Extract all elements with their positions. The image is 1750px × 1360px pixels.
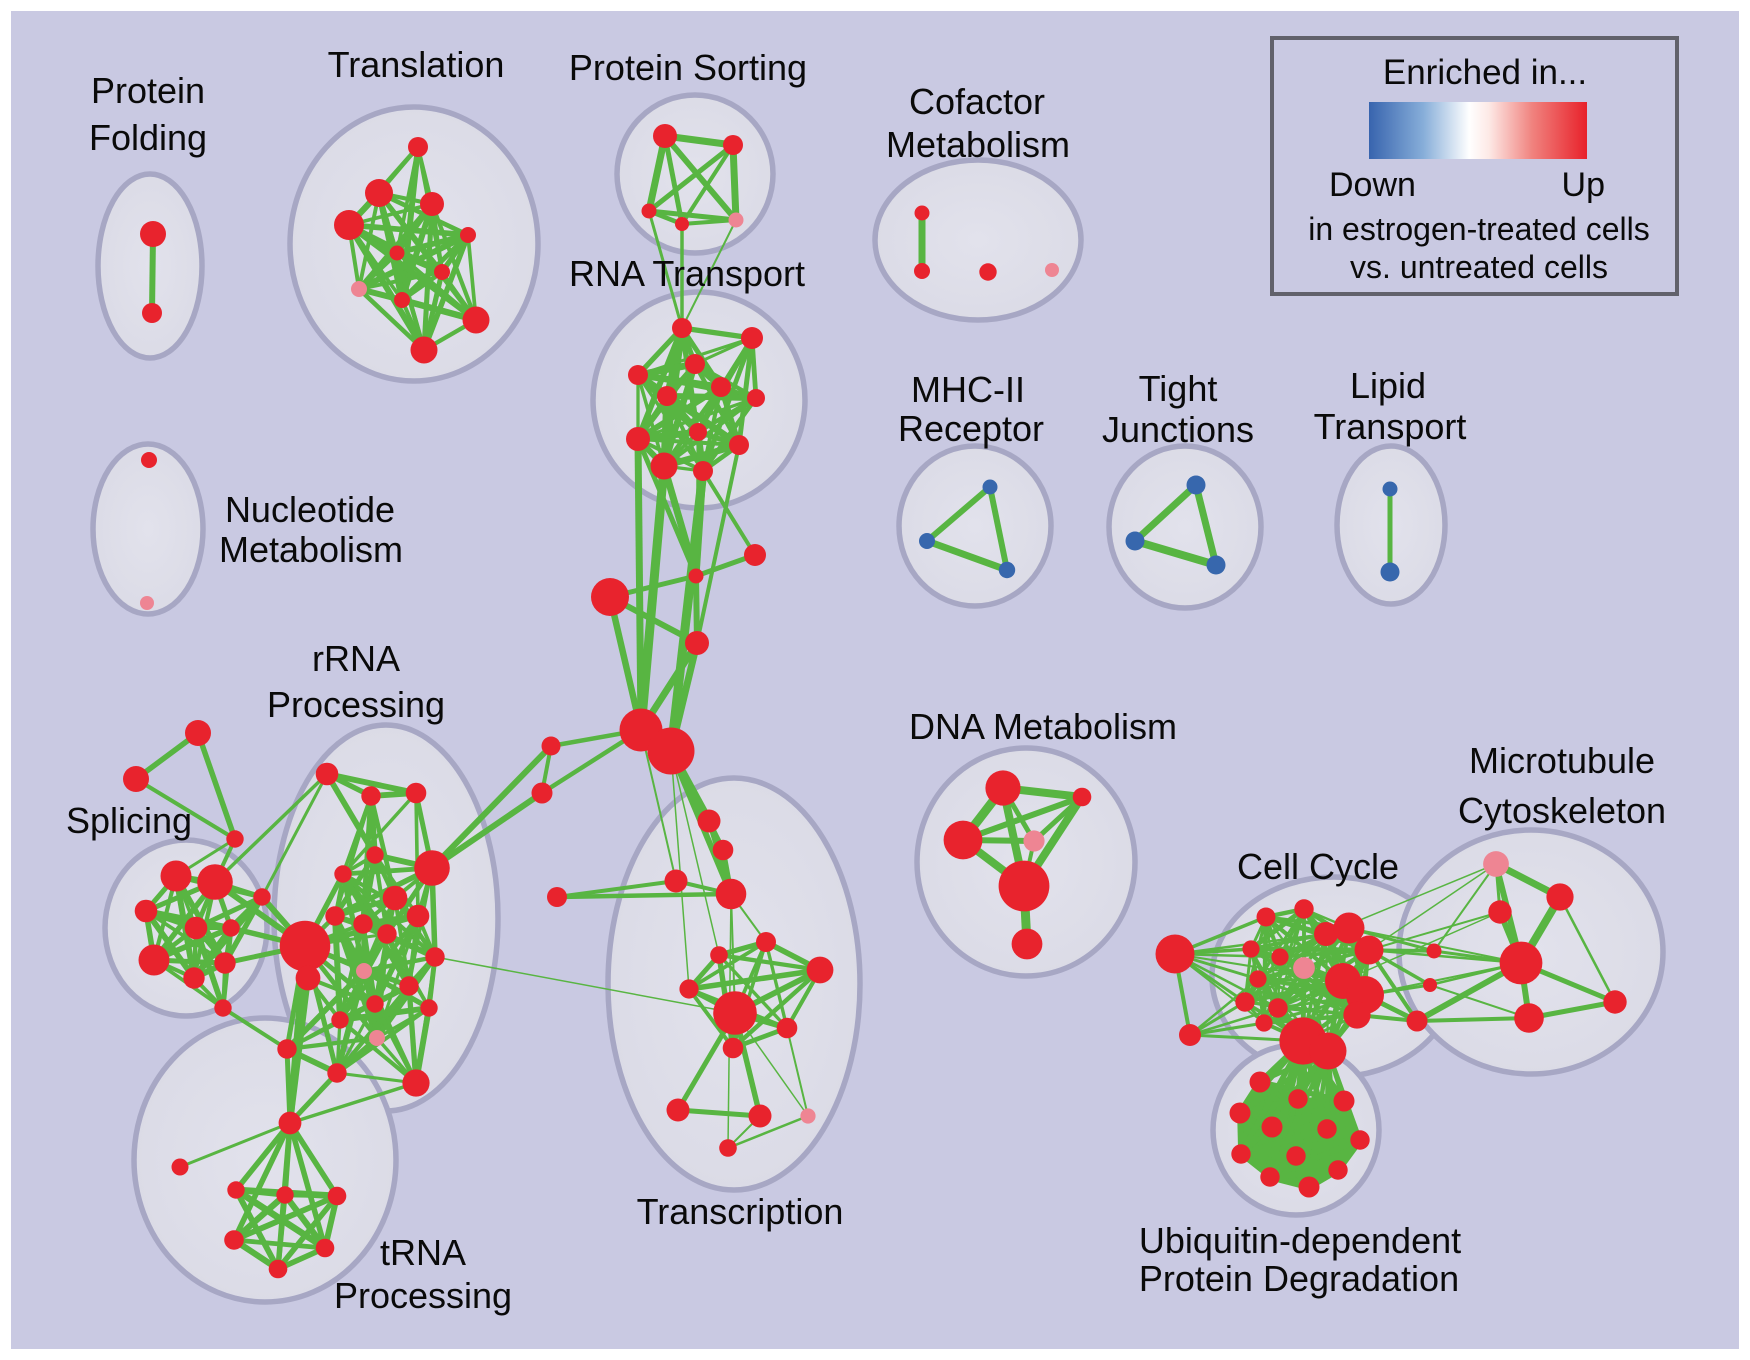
svg-text:vs. untreated cells: vs. untreated cells xyxy=(1350,249,1608,285)
svg-text:DNA Metabolism: DNA Metabolism xyxy=(909,706,1177,747)
svg-text:in estrogen-treated cells: in estrogen-treated cells xyxy=(1308,211,1650,247)
svg-text:Protein: Protein xyxy=(91,70,205,111)
svg-text:Transcription: Transcription xyxy=(637,1191,844,1232)
svg-text:tRNA: tRNA xyxy=(380,1232,466,1273)
svg-text:Protein Sorting: Protein Sorting xyxy=(569,47,807,88)
svg-text:Lipid: Lipid xyxy=(1350,365,1426,406)
svg-text:Junctions: Junctions xyxy=(1102,409,1254,450)
svg-text:Splicing: Splicing xyxy=(66,800,192,841)
svg-text:Enriched in...: Enriched in... xyxy=(1383,53,1587,92)
svg-text:Receptor: Receptor xyxy=(898,408,1044,449)
svg-text:Folding: Folding xyxy=(89,117,207,158)
svg-text:rRNA: rRNA xyxy=(312,638,400,679)
svg-text:Microtubule: Microtubule xyxy=(1469,740,1655,781)
svg-text:Metabolism: Metabolism xyxy=(219,529,403,570)
svg-text:Metabolism: Metabolism xyxy=(886,124,1070,165)
svg-text:Processing: Processing xyxy=(334,1275,512,1316)
svg-text:Cytoskeleton: Cytoskeleton xyxy=(1458,790,1666,831)
svg-text:Ubiquitin-dependent: Ubiquitin-dependent xyxy=(1139,1220,1461,1261)
svg-text:Cell Cycle: Cell Cycle xyxy=(1237,846,1399,887)
svg-text:Up: Up xyxy=(1562,166,1605,204)
svg-text:Down: Down xyxy=(1329,166,1416,204)
svg-text:Processing: Processing xyxy=(267,684,445,725)
svg-text:Nucleotide: Nucleotide xyxy=(225,489,395,530)
svg-text:Tight: Tight xyxy=(1139,368,1218,409)
svg-text:Cofactor: Cofactor xyxy=(909,81,1045,122)
svg-text:RNA Transport: RNA Transport xyxy=(569,253,805,294)
svg-text:MHC-II: MHC-II xyxy=(911,369,1025,410)
svg-text:Transport: Transport xyxy=(1314,406,1467,447)
svg-text:Translation: Translation xyxy=(328,44,505,85)
svg-text:Protein Degradation: Protein Degradation xyxy=(1139,1258,1459,1299)
